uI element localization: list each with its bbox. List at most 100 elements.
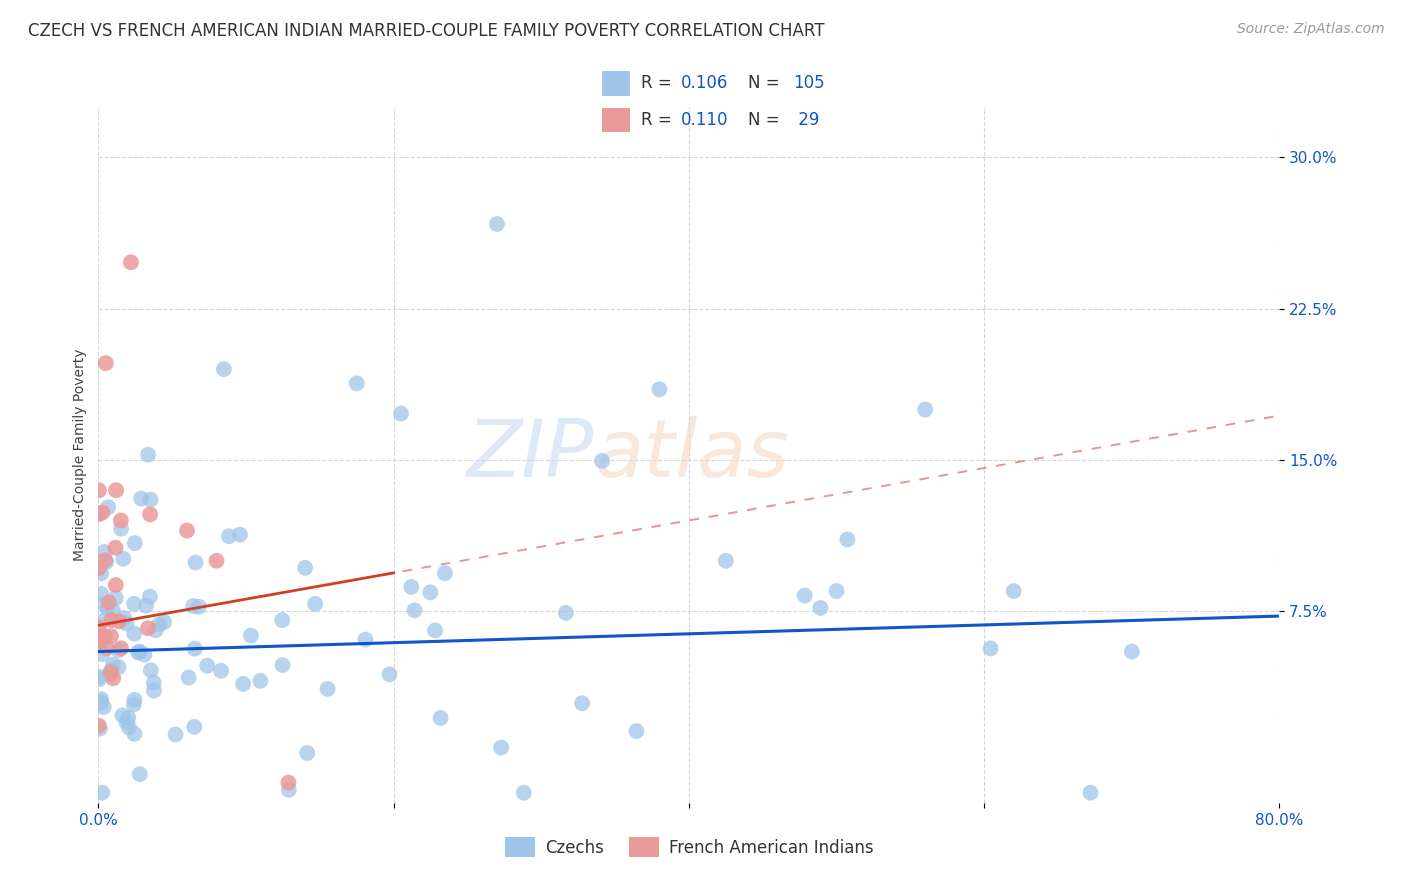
Point — [271, 613, 294, 627]
Point — [98, 667, 121, 681]
Point — [177, 671, 200, 685]
Text: N =: N = — [748, 111, 785, 129]
Text: CZECH VS FRENCH AMERICAN INDIAN MARRIED-COUPLE FAMILY POVERTY CORRELATION CHART: CZECH VS FRENCH AMERICAN INDIAN MARRIED-… — [28, 22, 825, 40]
Point — [433, 566, 456, 581]
Point — [93, 700, 115, 714]
Point — [142, 683, 165, 698]
Y-axis label: Married-Couple Family Poverty: Married-Couple Family Poverty — [73, 349, 87, 561]
Point — [97, 500, 120, 515]
Point — [404, 603, 426, 617]
Point — [87, 483, 110, 498]
Point — [271, 658, 294, 673]
Point — [232, 677, 254, 691]
Point — [136, 448, 159, 462]
Point — [117, 711, 139, 725]
Point — [89, 631, 111, 645]
Point — [87, 672, 110, 686]
Point — [101, 603, 124, 617]
Point — [101, 657, 124, 672]
Point — [89, 722, 111, 736]
Point — [714, 554, 737, 568]
Point — [142, 675, 165, 690]
Point — [100, 663, 122, 677]
Point — [93, 613, 115, 627]
Point — [401, 580, 423, 594]
Point — [124, 692, 146, 706]
Point — [104, 578, 127, 592]
Point — [277, 782, 299, 797]
Point — [91, 506, 114, 520]
Point — [124, 727, 146, 741]
Point — [87, 620, 110, 634]
Point — [90, 692, 112, 706]
Point — [90, 566, 112, 581]
Point — [209, 664, 232, 678]
Point — [591, 454, 613, 468]
Text: 0.110: 0.110 — [681, 111, 728, 129]
Point — [97, 595, 120, 609]
Point — [124, 536, 146, 550]
Point — [980, 641, 1002, 656]
Point — [91, 786, 114, 800]
Text: ZIP: ZIP — [467, 416, 595, 494]
Point — [94, 553, 117, 567]
Point — [93, 545, 115, 559]
Point — [91, 647, 114, 661]
Point — [94, 630, 117, 644]
Point — [128, 767, 150, 781]
Point — [104, 591, 127, 605]
Point — [139, 492, 162, 507]
Point — [184, 556, 207, 570]
Point — [94, 356, 117, 370]
Point — [555, 606, 578, 620]
Point — [205, 554, 228, 568]
Point — [378, 667, 401, 681]
Point — [96, 641, 118, 656]
Point — [914, 402, 936, 417]
Point — [389, 407, 412, 421]
Point — [118, 720, 141, 734]
Legend: Czechs, French American Indians: Czechs, French American Indians — [498, 830, 880, 864]
Point — [571, 696, 593, 710]
Point — [354, 632, 377, 647]
Point — [93, 597, 115, 611]
Point — [139, 590, 162, 604]
Point — [187, 599, 209, 614]
Point — [793, 589, 815, 603]
Point — [176, 524, 198, 538]
Point — [229, 527, 252, 541]
Point — [249, 673, 271, 688]
Point — [87, 633, 110, 648]
Point — [212, 362, 235, 376]
Point — [128, 645, 150, 659]
Point — [304, 597, 326, 611]
Point — [825, 584, 848, 599]
Point — [90, 695, 112, 709]
Bar — [602, 71, 630, 95]
Point — [183, 641, 205, 656]
Point — [148, 617, 170, 632]
Point — [112, 611, 135, 625]
Point — [136, 621, 159, 635]
Point — [489, 740, 512, 755]
Text: R =: R = — [641, 74, 678, 93]
Point — [837, 533, 859, 547]
Point — [107, 660, 129, 674]
Point — [139, 508, 162, 522]
Point — [316, 681, 339, 696]
Point — [120, 255, 142, 269]
Point — [239, 629, 262, 643]
Point — [100, 665, 122, 680]
Point — [107, 643, 129, 657]
Point — [93, 628, 115, 642]
Point — [96, 555, 118, 569]
Point — [90, 696, 112, 710]
Point — [139, 663, 162, 677]
Point — [90, 587, 112, 601]
Point — [183, 720, 205, 734]
Point — [110, 522, 132, 536]
Point — [294, 561, 316, 575]
Point — [153, 615, 176, 629]
Point — [429, 711, 451, 725]
Point — [648, 383, 671, 397]
